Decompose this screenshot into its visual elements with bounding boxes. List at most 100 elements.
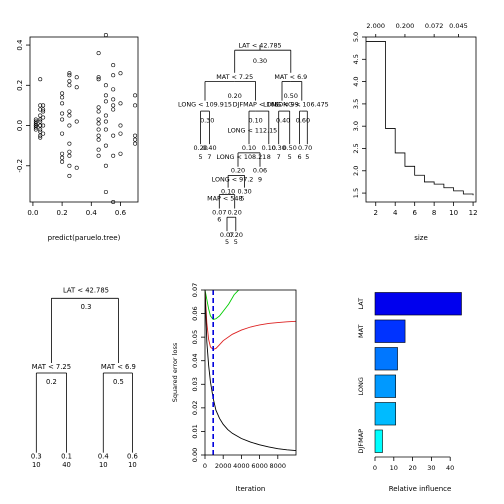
scatter-point [33,121,38,126]
panel-cost-complexity: 2 4 6 8 10 12 1.5 2.0 2.5 3.0 3.5 4.0 4.5 5.0 2.000 0.2… [352,22,478,242]
scatter-point [96,133,101,138]
bar-category-label: DJFMAP [357,429,365,454]
scatter-point [60,91,65,96]
tree-node-label: 0.20 [228,209,242,217]
tree-node-label: LONG < 109.915 [178,101,232,109]
x-tick-label: 30 [427,464,435,472]
tree-node-label: 0.2 [46,378,57,386]
scatter-point [38,133,43,138]
scatter-point [96,75,101,80]
y-tick-label: 0.4 [16,39,24,51]
scatter-point [67,79,72,84]
tree-node-label: 5 [225,238,229,246]
scatter-point [111,153,116,158]
plot-frame [29,36,139,203]
tree-node-label: 5 [240,195,244,203]
x-tick-label: 0.2 [57,209,68,217]
scatter-point [96,121,101,126]
scatter-point [38,123,43,128]
tree-node-label: 10 [99,461,108,469]
y-tick-label: 0.04 [191,353,199,367]
scatter-point [60,101,65,106]
tree-node-label: 0.30 [253,57,267,65]
scatter-point [133,103,138,108]
tree-node-label: 0.5 [113,378,124,386]
scatter-point [33,123,38,128]
plot-frame [365,36,477,203]
panel-pruned-tree: LAT < 42.785 0.3 MAT < 7.25 0.2 MAT < 6.9 0.5… [31,287,138,469]
bar-category-label: LAT [357,298,365,310]
scatter-point [118,131,123,136]
tree-node-label: 0.60 [296,116,310,124]
y-tick-label: 0.07 [191,283,199,297]
x-tick-label: 0 [203,462,207,470]
panel-relative-influence: LAT MAT LONG DJFMAP 0 10 20 30 40 Relative influe… [357,292,462,493]
scatter-point [38,77,43,82]
tree-node-label: 0.20 [231,167,245,175]
influence-bar [374,402,396,426]
scatter-point [118,151,123,156]
x-axis-label: Iteration [236,485,266,493]
x-tick-label: 0.6 [115,209,127,217]
scatter-point [111,73,116,78]
scatter-point [60,95,65,100]
scatter-point [111,133,116,138]
scatter-point [67,173,72,178]
step-line [366,41,474,196]
influence-bar [374,292,462,316]
x-tick-label: 0.0 [27,209,38,217]
scatter-point [103,93,108,98]
tree-node-label: 0.50 [284,92,298,100]
scatter-point [41,115,46,120]
scatter-point [96,127,101,132]
scatter-point [67,113,72,118]
scatter-point [41,123,46,128]
scatter-point [38,117,43,122]
tree-node-label: MAT < 7.25 [32,363,71,371]
scatter-point [118,71,123,76]
y-tick-label: 3.5 [352,99,360,109]
x-tick-label: 4 [393,209,398,217]
scatter-point [103,113,108,118]
y-tick-label: 2.0 [352,166,360,176]
scatter-point [103,99,108,104]
tree-node-label: 0.10 [221,188,235,196]
plot-frame [204,289,297,456]
tree-node-label: 5 [234,238,238,246]
y-tick-label: 4.0 [352,76,360,86]
scatter-point [60,155,65,160]
scatter-point [111,103,116,108]
scatter-point [111,97,116,102]
scatter-point [67,109,72,114]
x-tick-label: 10 [390,464,398,472]
tree-node-label: 0.07 [220,231,234,239]
scatter-point [67,153,72,158]
scatter-point [118,123,123,128]
tree-node-label: 7 [207,153,211,161]
scatter-point [103,119,108,124]
scatter-point [133,133,138,138]
loss-series-line [205,290,239,320]
scatter-point [74,119,79,124]
scatter-point [103,32,108,37]
tree-node-label: 0.70 [298,144,312,152]
tree-node-label: LAT < 42.785 [63,287,109,295]
scatter-point [41,131,46,136]
y-axis-label: Squared error loss [171,342,179,402]
y-tick-label: 0.2 [16,80,24,91]
y-tick-label: 3.0 [352,121,360,131]
scatter-point [38,107,43,112]
x-axis-label: size [414,234,428,242]
y-tick-label: 0.06 [191,306,199,320]
influence-bar [374,347,398,371]
scatter-point [111,200,116,205]
scatter-point [67,163,72,168]
tree-node-label: 0.6 [127,453,138,461]
tree-node-label: 0.40 [276,116,290,124]
tree-node-label: MAT < 7.25 [216,73,253,81]
top-tick-label: 0.200 [396,22,415,30]
tree-node-label: 40 [62,461,71,469]
scatter-point [96,137,101,142]
bar-category-label: LONG [357,377,365,395]
